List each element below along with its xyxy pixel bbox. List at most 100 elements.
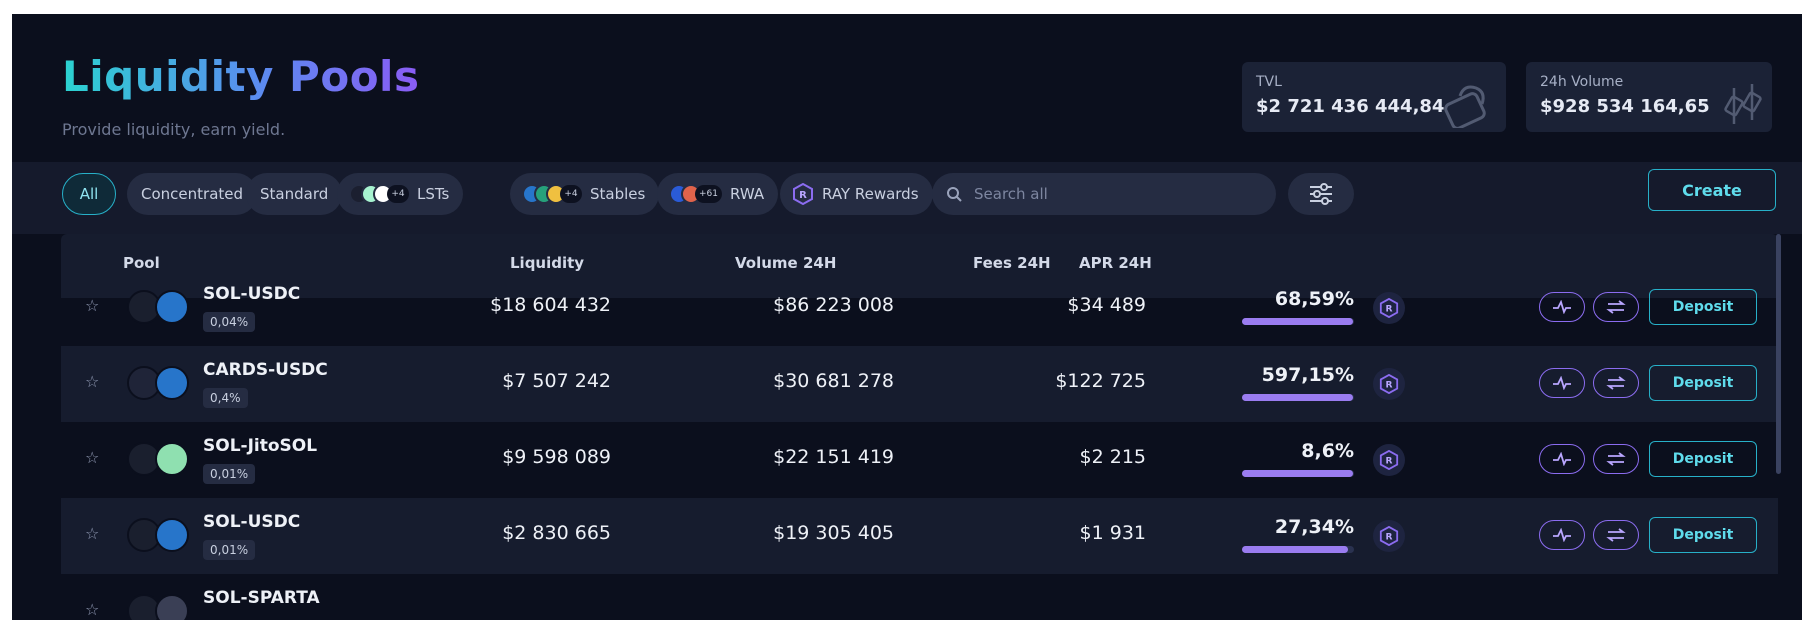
lst-token-icons: +4 xyxy=(349,184,409,204)
pool-liquidity: $18 604 432 xyxy=(490,294,611,316)
deposit-button[interactable]: Deposit xyxy=(1649,365,1757,401)
column-pool[interactable]: Pool xyxy=(123,254,160,272)
pool-swap-button[interactable] xyxy=(1593,292,1639,322)
lsts-more-badge: +4 xyxy=(387,185,409,203)
pool-chart-button[interactable] xyxy=(1539,444,1585,474)
fee-tier-badge: 0,01% xyxy=(203,464,256,484)
pool-swap-button[interactable] xyxy=(1593,520,1639,550)
apr-bar-fill xyxy=(1242,546,1349,553)
filter-settings-button[interactable] xyxy=(1288,173,1354,215)
swap-arrows-icon xyxy=(1606,528,1626,542)
tvl-stat-card: TVL $2 721 436 444,84 xyxy=(1242,62,1506,132)
apr-bar xyxy=(1242,470,1354,477)
table-scrollbar[interactable] xyxy=(1776,234,1781,474)
candlestick-decoration-icon xyxy=(1724,84,1762,124)
pool-chart-button[interactable] xyxy=(1539,368,1585,398)
deposit-button[interactable]: Deposit xyxy=(1649,517,1757,553)
apr-bar xyxy=(1242,394,1354,401)
filter-stables-label: Stables xyxy=(590,185,646,203)
lock-decoration-icon xyxy=(1444,85,1486,128)
raydium-reward-icon: R xyxy=(1373,292,1405,324)
sliders-icon xyxy=(1310,183,1332,205)
volume-value: $928 534 164,65 xyxy=(1540,96,1710,117)
app-window: Liquidity Pools Provide liquidity, earn … xyxy=(12,14,1802,620)
usdc-token-icon xyxy=(155,290,189,324)
favorite-star-icon[interactable]: ☆ xyxy=(85,600,100,619)
fee-tier-badge: 0,04% xyxy=(203,312,256,332)
pair-token-icons xyxy=(127,594,197,620)
table-row[interactable]: ☆ SOL-USDC 0,04% $18 604 432 $86 223 008… xyxy=(61,270,1778,346)
volume-stat-card: 24h Volume $928 534 164,65 xyxy=(1526,62,1772,132)
volume-label: 24h Volume xyxy=(1540,74,1624,90)
pool-apr-24h: 68,59% xyxy=(1274,288,1354,310)
fee-tier-badge: 0,4% xyxy=(203,388,248,408)
fee-tier-badge: 0,01% xyxy=(203,540,256,560)
pair-token-icons xyxy=(127,442,197,478)
table-row[interactable]: ☆ CARDS-USDC 0,4% $7 507 242 $30 681 278… xyxy=(61,346,1778,422)
favorite-star-icon[interactable]: ☆ xyxy=(85,448,100,467)
usdc-token-icon xyxy=(155,518,189,552)
pool-volume-24h: $30 681 278 xyxy=(773,370,894,392)
column-volume-24h[interactable]: Volume 24H xyxy=(735,254,837,272)
raydium-reward-icon: R xyxy=(1373,368,1405,400)
pool-swap-button[interactable] xyxy=(1593,444,1639,474)
swap-arrows-icon xyxy=(1606,376,1626,390)
filter-stables-chip[interactable]: +4 Stables xyxy=(510,173,660,215)
favorite-star-icon[interactable]: ☆ xyxy=(85,296,100,315)
pool-pair-name: SOL-JitoSOL xyxy=(203,436,318,456)
pool-pair-name: SOL-USDC xyxy=(203,284,301,304)
favorite-star-icon[interactable]: ☆ xyxy=(85,524,100,543)
usdc-token-icon xyxy=(155,366,189,400)
page-title: Liquidity Pools xyxy=(62,52,420,101)
filter-rwa-chip[interactable]: +61 RWA xyxy=(657,173,779,215)
table-row[interactable]: ☆ SOL-USDC 0,01% $2 830 665 $19 305 405 … xyxy=(61,498,1778,574)
filter-standard-chip[interactable]: Standard xyxy=(246,173,343,215)
page-subtitle: Provide liquidity, earn yield. xyxy=(62,120,286,139)
pool-chart-button[interactable] xyxy=(1539,520,1585,550)
deposit-button[interactable]: Deposit xyxy=(1649,289,1757,325)
filter-ray-rewards-chip[interactable]: R RAY Rewards xyxy=(780,173,933,215)
pair-token-icons xyxy=(127,518,197,554)
filter-concentrated-chip[interactable]: Concentrated xyxy=(127,173,258,215)
sparta-token-icon xyxy=(155,594,189,620)
svg-text:R: R xyxy=(799,190,807,201)
filter-ray-rewards-label: RAY Rewards xyxy=(822,185,919,203)
pool-apr-24h: 27,34% xyxy=(1274,516,1354,538)
swap-arrows-icon xyxy=(1606,452,1626,466)
search-input[interactable] xyxy=(974,185,1254,203)
apr-bar-fill xyxy=(1242,394,1353,401)
pair-token-icons xyxy=(127,290,197,326)
table-row[interactable]: ☆ SOL-JitoSOL 0,01% $9 598 089 $22 151 4… xyxy=(61,422,1778,498)
swap-arrows-icon xyxy=(1606,300,1626,314)
pair-token-icons xyxy=(127,366,197,402)
filter-all-chip[interactable]: All xyxy=(62,173,116,215)
column-apr-24h[interactable]: APR 24H xyxy=(1079,254,1152,272)
pool-fees-24h: $2 215 xyxy=(1079,446,1146,468)
pool-pair-name: CARDS-USDC xyxy=(203,360,328,380)
sol-token-icon xyxy=(127,518,161,552)
svg-text:R: R xyxy=(1386,533,1393,543)
filter-lsts-chip[interactable]: +4 LSTs xyxy=(337,173,464,215)
pool-volume-24h: $19 305 405 xyxy=(773,522,894,544)
search-icon xyxy=(947,187,962,202)
jitosol-token-icon xyxy=(155,442,189,476)
apr-bar xyxy=(1242,318,1354,325)
svg-text:R: R xyxy=(1386,381,1393,391)
tvl-value: $2 721 436 444,84 xyxy=(1256,96,1445,117)
pool-liquidity: $9 598 089 xyxy=(502,446,611,468)
favorite-star-icon[interactable]: ☆ xyxy=(85,372,100,391)
table-row[interactable]: ☆ SOL-SPARTA xyxy=(61,574,1778,620)
deposit-button[interactable]: Deposit xyxy=(1649,441,1757,477)
tvl-label: TVL xyxy=(1256,74,1282,90)
pool-chart-button[interactable] xyxy=(1539,292,1585,322)
raydium-icon: R xyxy=(793,183,813,205)
column-liquidity[interactable]: Liquidity xyxy=(510,254,585,272)
pool-volume-24h: $86 223 008 xyxy=(773,294,894,316)
column-fees-24h[interactable]: Fees 24H xyxy=(973,254,1051,272)
pool-fees-24h: $34 489 xyxy=(1067,294,1146,316)
table-header: Pool Liquidity Volume 24H Fees 24H APR 2… xyxy=(61,234,1778,298)
pool-swap-button[interactable] xyxy=(1593,368,1639,398)
apr-bar-fill xyxy=(1242,470,1353,477)
create-pool-button[interactable]: Create xyxy=(1648,169,1776,211)
pool-fees-24h: $122 725 xyxy=(1055,370,1146,392)
